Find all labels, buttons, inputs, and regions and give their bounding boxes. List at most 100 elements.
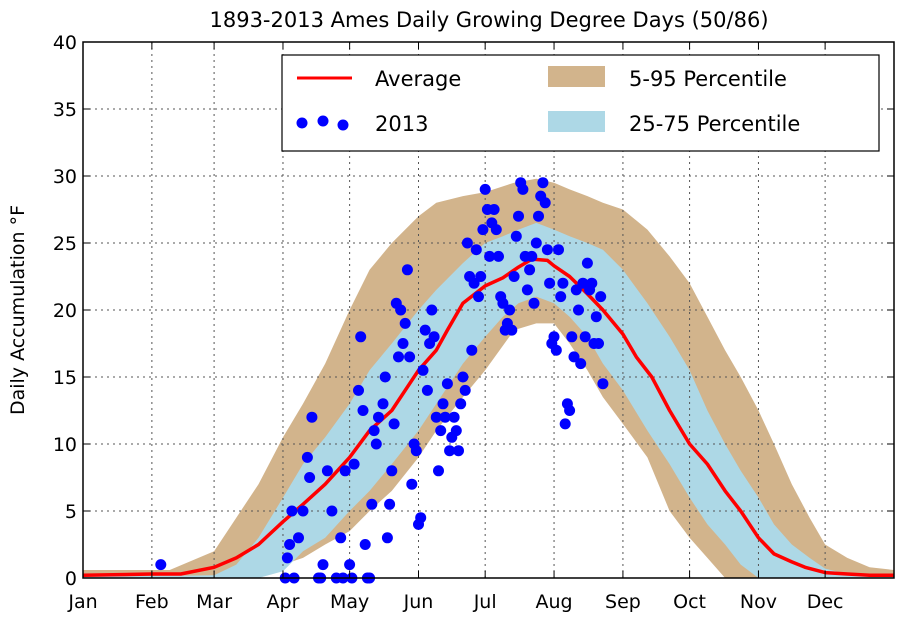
point-2013 [377,398,389,410]
legend-5-95-label: 5-95 Percentile [629,67,787,91]
point-2013 [335,532,347,544]
point-2013 [557,277,569,289]
point-2013 [384,498,396,510]
point-2013 [455,398,467,410]
point-2013 [581,257,593,269]
point-2013 [513,210,524,222]
point-2013 [524,264,536,276]
point-2013 [304,472,316,483]
point-2013 [537,177,549,189]
point-2013 [510,230,522,242]
point-2013 [459,384,471,396]
y-tick-label: 15 [53,367,77,389]
point-2013 [579,331,591,343]
y-axis-title: Daily Accumulation °F [7,205,29,415]
y-tick-label: 5 [65,501,77,523]
point-2013 [590,311,602,323]
point-2013 [444,445,456,457]
point-2013 [566,331,578,343]
point-2013 [564,405,576,416]
x-tick-label: Jul [473,591,497,613]
point-2013 [368,425,380,437]
point-2013 [428,331,440,343]
point-2013 [373,411,384,423]
y-tick-label: 0 [65,568,77,590]
point-2013 [348,458,360,470]
point-2013 [493,250,504,262]
point-2013 [504,304,516,316]
point-2013 [477,224,489,236]
point-2013 [548,331,560,343]
legend-2013-dot [296,117,308,129]
point-2013 [453,445,464,457]
point-2013 [381,532,393,544]
point-2013 [344,559,356,571]
x-tick-label: Jun [403,591,434,613]
y-tick-label: 25 [53,233,77,255]
point-2013 [470,244,482,256]
point-2013 [370,438,382,450]
point-2013 [317,559,329,571]
point-2013 [570,284,582,296]
point-2013 [393,351,404,363]
legend-5-95-swatch [548,66,605,87]
point-2013 [541,244,553,256]
point-2013 [410,445,422,457]
point-2013 [528,297,540,309]
point-2013 [366,498,378,510]
point-2013 [397,338,409,349]
point-2013 [155,559,167,571]
point-2013 [450,425,462,437]
point-2013 [435,425,447,437]
point-2013 [497,297,509,309]
point-2013 [379,371,391,383]
x-tick-label: Feb [135,591,169,613]
point-2013 [577,277,589,289]
point-2013 [281,552,293,564]
point-2013 [426,304,438,316]
x-tick-label: May [330,591,369,613]
point-2013 [544,277,556,289]
x-tick-label: Oct [673,591,706,613]
legend-2013-label: 2013 [375,112,428,136]
x-tick-label: Aug [535,591,572,613]
point-2013 [399,317,411,329]
point-2013 [297,505,309,517]
band-5-95-percentile [83,178,894,578]
legend-average-label: Average [375,67,461,91]
point-2013 [479,183,491,195]
point-2013 [457,371,469,383]
point-2013 [441,378,453,390]
point-2013 [521,284,533,296]
point-2013 [437,398,449,410]
legend: Average 2013 5-95 Percentile 25-75 Perce… [281,54,880,152]
x-tick-label: Dec [807,591,844,613]
point-2013 [355,331,367,343]
point-2013 [466,344,478,356]
y-tick-label: 35 [53,99,77,121]
band-25-75-percentile [83,222,894,578]
point-2013 [415,512,427,524]
y-tick-label: 20 [53,300,77,322]
point-2013 [461,237,473,249]
point-2013 [490,224,502,236]
point-2013 [517,183,529,195]
point-2013 [419,324,431,336]
x-tick-label: Apr [267,591,300,613]
point-2013 [293,532,304,544]
point-2013 [533,210,544,222]
percentile-bands [83,178,894,578]
point-2013 [430,411,442,423]
x-tick-label: Nov [740,591,777,613]
point-2013 [526,250,538,262]
point-2013 [326,505,338,517]
x-tick-label: Jan [67,591,97,613]
point-2013 [433,465,444,477]
y-axis-ticks: 0 5 10 15 20 25 30 35 40 [53,32,894,590]
y-tick-label: 10 [53,434,77,456]
point-2013 [468,277,480,289]
point-2013 [595,291,607,303]
point-2013 [506,324,518,336]
point-2013 [339,465,351,477]
point-2013 [530,237,542,249]
